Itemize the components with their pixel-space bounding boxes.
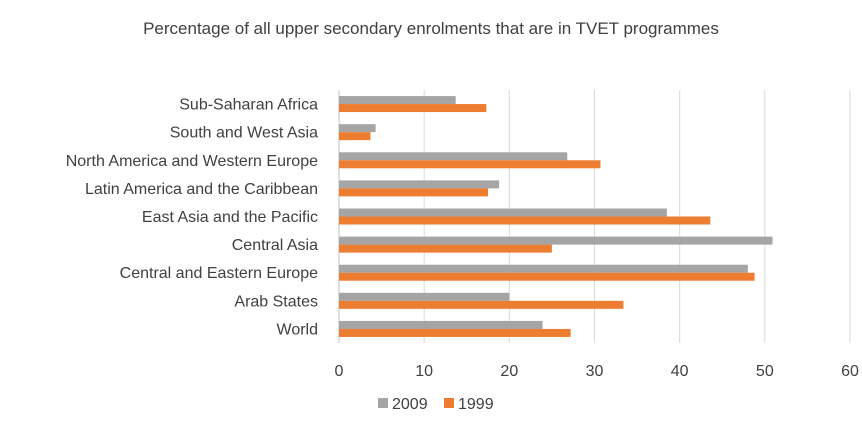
legend: 2009 1999 — [378, 396, 494, 413]
bar-2009-south-and-west-asia — [339, 124, 376, 133]
bar-2009-latin-america-and-the-caribbean — [339, 180, 500, 189]
x-tick-labels: 0 10 20 30 40 50 60 — [335, 363, 859, 380]
x-tick-label: 50 — [756, 363, 774, 380]
legend-label-2009: 2009 — [392, 396, 428, 413]
category-label: World — [277, 321, 319, 338]
x-tick-label: 0 — [335, 363, 344, 380]
category-label: South and West Asia — [170, 125, 318, 142]
x-tick-label: 40 — [671, 363, 689, 380]
bar-2009-central-and-eastern-europe — [339, 264, 748, 273]
bars — [339, 96, 773, 337]
category-label: Sub-Saharan Africa — [179, 97, 318, 114]
legend-swatch-1999 — [444, 398, 454, 408]
bar-1999-arab-states — [339, 300, 624, 309]
bar-2009-north-america-and-western-europe — [339, 152, 568, 161]
x-tick-label: 10 — [415, 363, 433, 380]
bar-1999-sub-saharan-africa — [339, 104, 487, 113]
bar-1999-south-and-west-asia — [339, 132, 371, 141]
bar-1999-latin-america-and-the-caribbean — [339, 188, 489, 197]
category-label: Latin America and the Caribbean — [85, 181, 318, 198]
bar-2009-east-asia-and-the-pacific — [339, 208, 667, 217]
category-label: Arab States — [234, 293, 318, 310]
category-label: Central Asia — [232, 237, 318, 254]
bar-2009-world — [339, 320, 543, 329]
bar-1999-central-and-eastern-europe — [339, 272, 755, 281]
bar-1999-north-america-and-western-europe — [339, 160, 601, 169]
bar-1999-east-asia-and-the-pacific — [339, 216, 711, 225]
category-label: North America and Western Europe — [66, 153, 318, 170]
chart-title: Percentage of all upper secondary enrolm… — [143, 19, 719, 38]
legend-swatch-2009 — [378, 398, 388, 408]
bar-2009-central-asia — [339, 236, 773, 245]
x-tick-label: 30 — [586, 363, 604, 380]
bar-2009-sub-saharan-africa — [339, 96, 456, 105]
x-tick-label: 20 — [500, 363, 518, 380]
bar-2009-arab-states — [339, 292, 510, 301]
bar-1999-world — [339, 328, 571, 337]
bar-1999-central-asia — [339, 244, 552, 253]
category-label: East Asia and the Pacific — [142, 209, 318, 226]
category-label: Central and Eastern Europe — [120, 265, 318, 282]
x-tick-label: 60 — [841, 363, 859, 380]
category-labels: Sub-Saharan Africa South and West Asia Nor… — [66, 97, 318, 339]
legend-label-1999: 1999 — [458, 396, 494, 413]
